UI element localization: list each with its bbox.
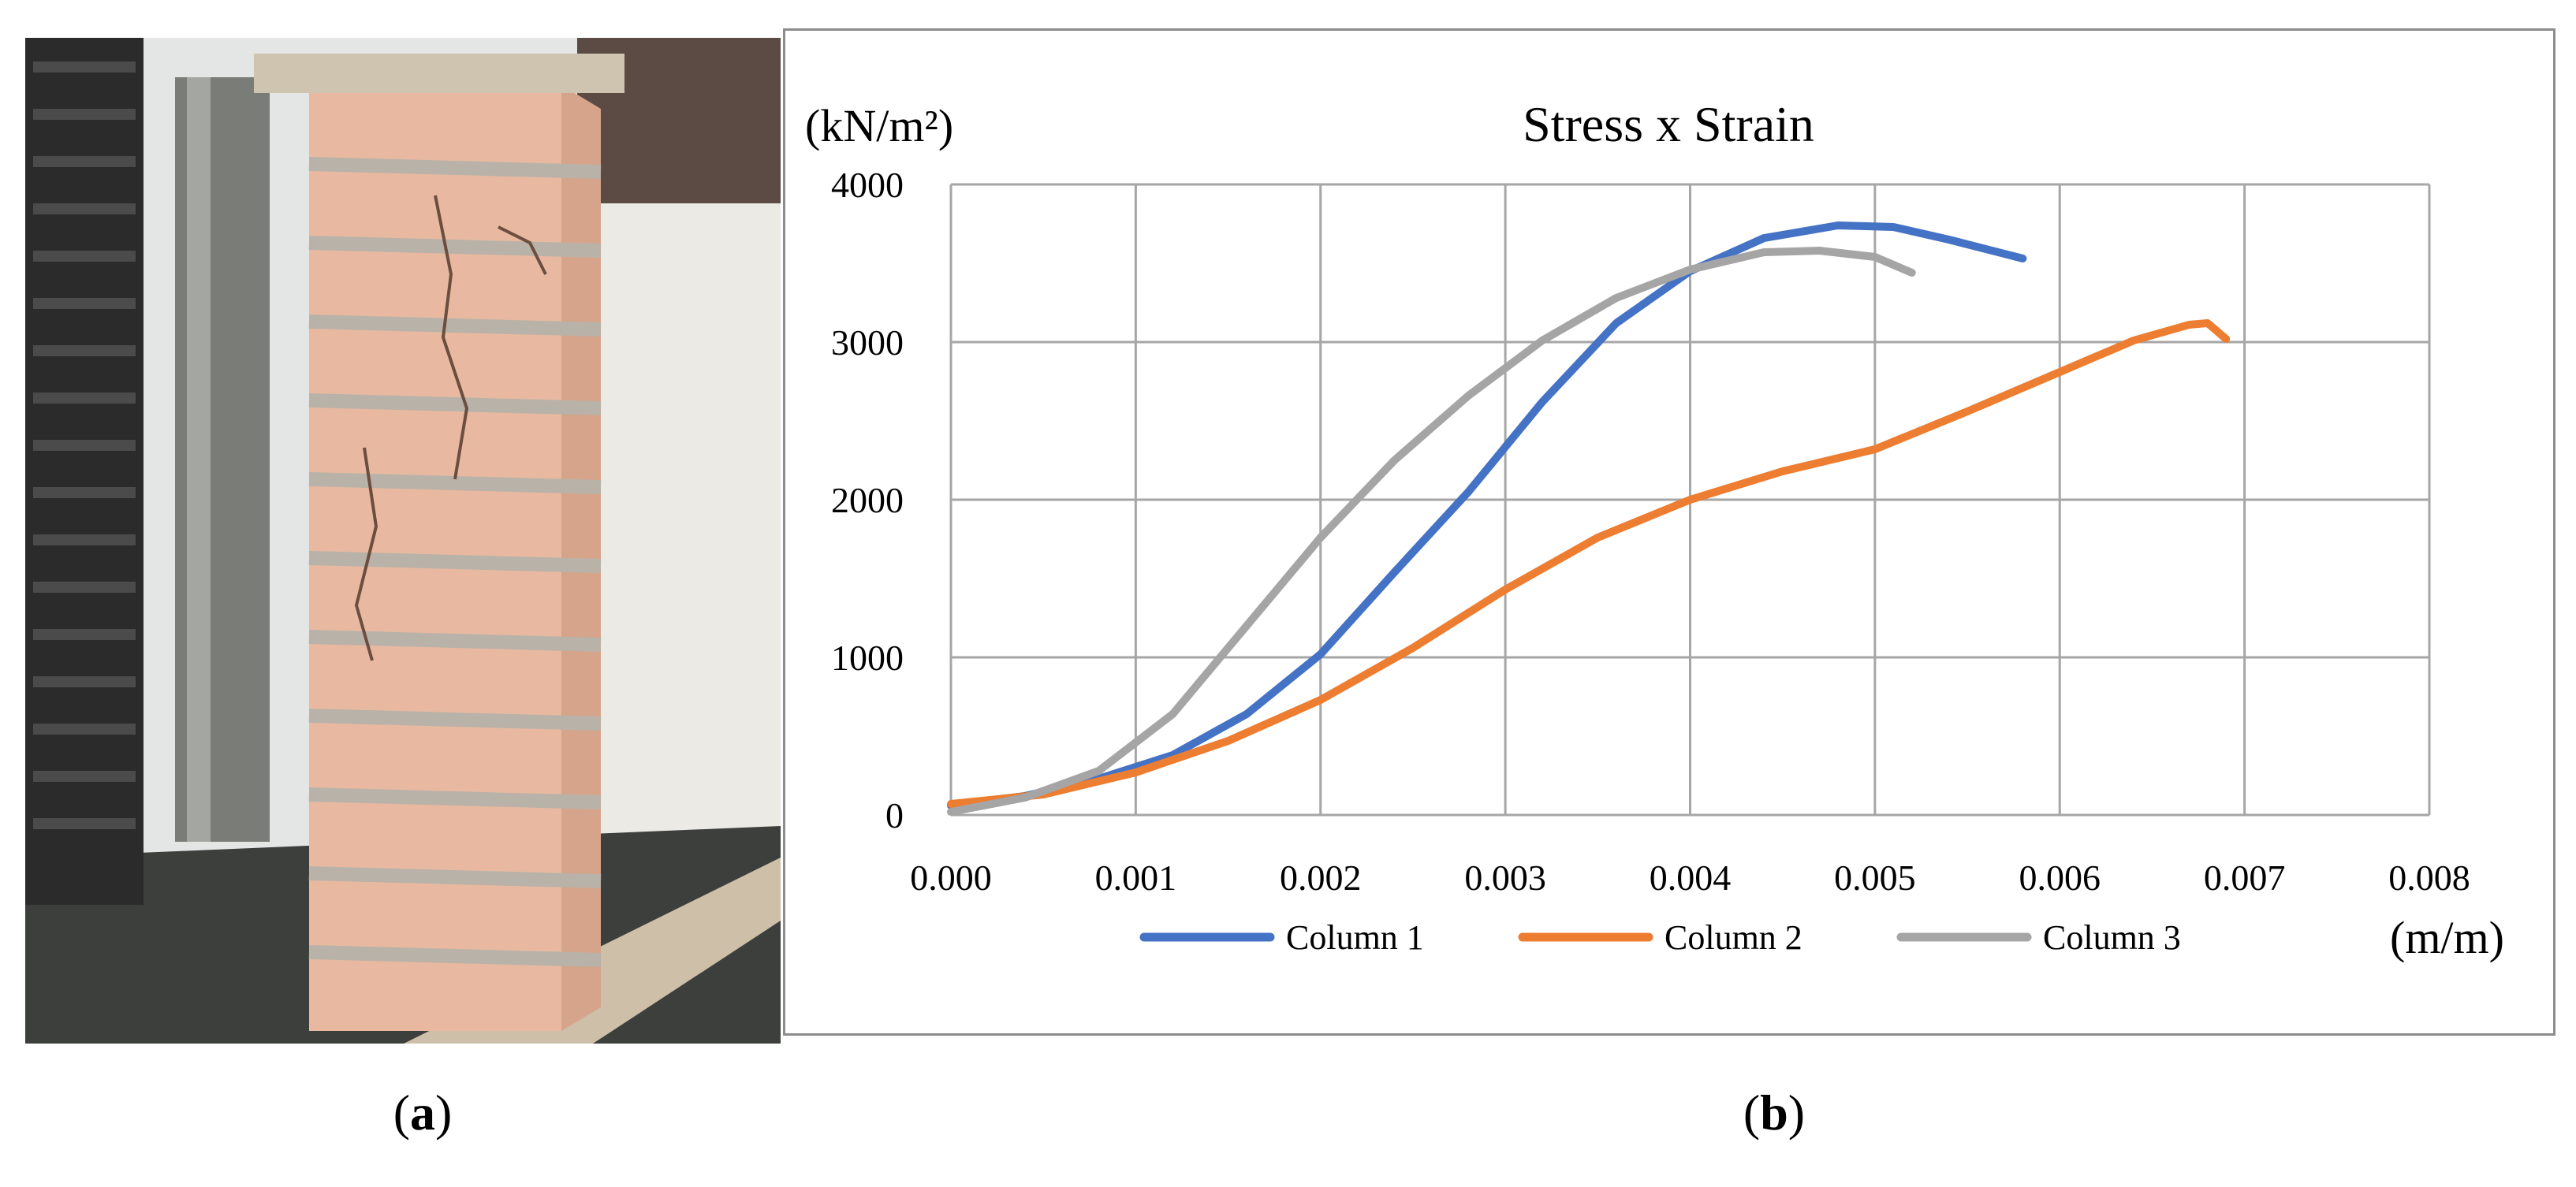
chart-series <box>947 221 2231 816</box>
legend-label: Column 1 <box>1286 918 1424 957</box>
y-tick-labels: 0 1000 2000 3000 4000 <box>831 165 904 835</box>
caption-a: (a) <box>393 1085 453 1140</box>
x-axis-unit: (m/m) <box>2390 912 2504 963</box>
x-tick-labels: 0.000 0.001 0.002 0.003 0.004 0.005 0.006 0.007… <box>910 858 2470 898</box>
series-line-column-1 <box>947 221 2027 809</box>
chart-panel: 0.000 0.001 0.002 0.003 0.004 0.005 0.006 0.007… <box>783 28 2555 1036</box>
x-tick-label: 0.004 <box>1650 858 1732 898</box>
series-line-column-2 <box>947 319 2231 808</box>
chart-grid <box>949 183 2431 817</box>
chart-title: Stress x Strain <box>1523 96 1814 152</box>
series-line-column-3 <box>947 247 1916 816</box>
y-tick-label: 4000 <box>831 165 904 205</box>
y-axis-unit: (kN/m²) <box>805 100 953 151</box>
chart-legend: Column 1 Column 2 Column 3 <box>1139 918 2181 957</box>
x-tick-label: 0.002 <box>1280 858 1362 898</box>
x-tick-label: 0.007 <box>2204 858 2286 898</box>
x-tick-label: 0.003 <box>1464 858 1546 898</box>
photo-panel <box>25 38 781 1044</box>
stress-strain-chart: 0.000 0.001 0.002 0.003 0.004 0.005 0.006 0.007… <box>805 96 2504 963</box>
brick-column-photo <box>25 38 781 1044</box>
y-tick-label: 0 <box>885 795 904 835</box>
y-tick-label: 2000 <box>831 480 904 520</box>
x-tick-label: 0.001 <box>1095 858 1177 898</box>
x-tick-label: 0.005 <box>1834 858 1916 898</box>
y-tick-label: 1000 <box>831 638 904 678</box>
x-tick-label: 0.008 <box>2388 858 2470 898</box>
y-tick-label: 3000 <box>831 322 904 363</box>
caption-b: (b) <box>1743 1085 1806 1140</box>
x-tick-label: 0.000 <box>910 858 992 898</box>
legend-label: Column 2 <box>1665 918 1802 957</box>
legend-label: Column 3 <box>2043 918 2181 957</box>
x-tick-label: 0.006 <box>2019 858 2101 898</box>
